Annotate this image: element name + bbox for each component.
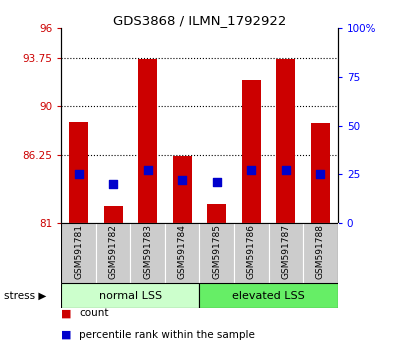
Text: GSM591781: GSM591781 xyxy=(74,224,83,279)
Title: GDS3868 / ILMN_1792922: GDS3868 / ILMN_1792922 xyxy=(113,14,286,27)
Bar xyxy=(242,80,261,223)
Text: GSM591783: GSM591783 xyxy=(143,224,152,279)
Text: elevated LSS: elevated LSS xyxy=(232,291,305,301)
Text: GSM591785: GSM591785 xyxy=(212,224,221,279)
Bar xyxy=(96,223,130,283)
Bar xyxy=(276,59,295,223)
Text: GSM591787: GSM591787 xyxy=(281,224,290,279)
Bar xyxy=(61,223,96,283)
Bar xyxy=(130,223,165,283)
Text: count: count xyxy=(79,308,109,318)
Point xyxy=(179,177,185,183)
Text: normal LSS: normal LSS xyxy=(99,291,162,301)
Point xyxy=(317,172,324,177)
Point xyxy=(283,168,289,173)
Text: ■: ■ xyxy=(61,330,72,339)
Bar xyxy=(173,156,192,223)
Bar xyxy=(199,283,338,308)
Bar xyxy=(207,204,226,223)
Text: GSM591788: GSM591788 xyxy=(316,224,325,279)
Point xyxy=(248,168,254,173)
Bar xyxy=(303,223,338,283)
Point xyxy=(214,179,220,185)
Text: GSM591782: GSM591782 xyxy=(109,224,118,279)
Point xyxy=(145,168,151,173)
Bar xyxy=(311,123,330,223)
Bar xyxy=(103,206,122,223)
Point xyxy=(110,181,116,187)
Bar xyxy=(234,223,269,283)
Bar xyxy=(138,59,157,223)
Bar xyxy=(199,223,234,283)
Bar xyxy=(69,122,88,223)
Text: GSM591786: GSM591786 xyxy=(247,224,256,279)
Bar xyxy=(165,223,199,283)
Text: stress ▶: stress ▶ xyxy=(4,291,46,301)
Text: ■: ■ xyxy=(61,308,72,318)
Text: percentile rank within the sample: percentile rank within the sample xyxy=(79,330,255,339)
Bar xyxy=(61,283,199,308)
Text: GSM591784: GSM591784 xyxy=(178,224,187,279)
Bar xyxy=(269,223,303,283)
Point xyxy=(75,172,82,177)
